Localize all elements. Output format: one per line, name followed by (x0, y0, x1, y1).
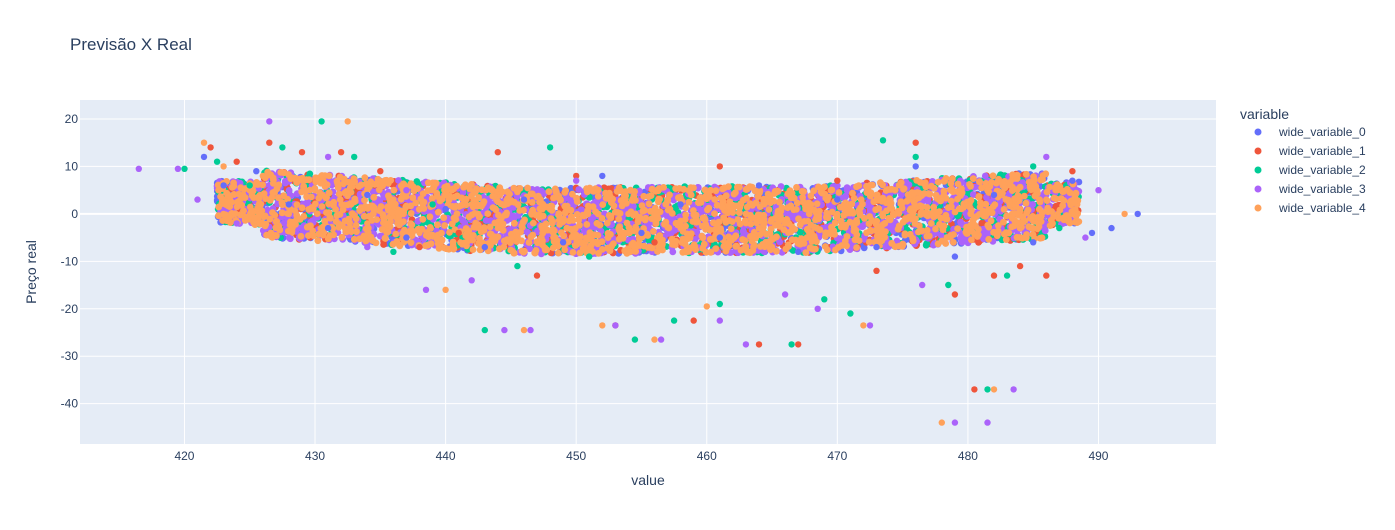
cloud-point (910, 237, 917, 244)
cloud-point (528, 190, 535, 197)
cloud-point (962, 236, 969, 243)
cloud-point (1044, 189, 1051, 196)
cloud-point (279, 209, 286, 216)
cloud-point (569, 191, 576, 198)
cloud-point (976, 193, 983, 200)
cloud-point (1032, 193, 1039, 200)
cloud-point (286, 187, 293, 194)
cloud-point (308, 194, 315, 201)
cloud-point (441, 222, 448, 229)
cloud-point (574, 198, 581, 205)
cloud-point (420, 205, 427, 212)
cloud-point (711, 210, 718, 217)
cloud-point (646, 200, 653, 207)
cloud-point (947, 232, 954, 239)
cloud-point (483, 217, 490, 224)
cloud-point (990, 172, 997, 179)
cloud-point (991, 201, 998, 208)
cloud-point (799, 194, 806, 201)
cloud-point (484, 210, 491, 217)
cloud-point (337, 174, 344, 181)
chart-title: Previsão X Real (70, 35, 192, 54)
cloud-point (793, 184, 800, 191)
cloud-point (373, 216, 380, 223)
cloud-point (984, 222, 991, 229)
cloud-point (561, 189, 568, 196)
cloud-point (838, 218, 845, 225)
cloud-point (970, 175, 977, 182)
cloud-point (599, 201, 606, 208)
plot-area (80, 100, 1216, 444)
cloud-point (892, 187, 899, 194)
cloud-point (824, 247, 831, 254)
cloud-point (728, 225, 735, 232)
cloud-point (273, 224, 280, 231)
cloud-point (844, 184, 851, 191)
cloud-point (353, 222, 360, 229)
cloud-point (1030, 176, 1037, 183)
cloud-point (794, 200, 801, 207)
cloud-point (935, 179, 942, 186)
cloud-point (1037, 199, 1044, 206)
cloud-point (466, 213, 473, 220)
cloud-point (948, 180, 955, 187)
cloud-point (791, 226, 798, 233)
cloud-point (530, 220, 537, 227)
cloud-point (599, 215, 606, 222)
cloud-point (939, 224, 946, 231)
cloud-point (1061, 197, 1068, 204)
cloud-point (339, 234, 346, 241)
cloud-point (583, 221, 590, 228)
cloud-point (419, 216, 426, 223)
cloud-point (957, 219, 964, 226)
cloud-point (319, 203, 326, 210)
cloud-point (391, 187, 398, 194)
cloud-point (361, 174, 368, 181)
cloud-point (575, 186, 582, 193)
cloud-point (766, 206, 773, 213)
cloud-point (549, 220, 556, 227)
cloud-point (751, 242, 758, 249)
cloud-point (795, 215, 802, 222)
cloud-point (351, 212, 358, 219)
cloud-point (378, 203, 385, 210)
cloud-point (985, 236, 992, 243)
cloud-point (454, 210, 461, 217)
cloud-point (323, 209, 330, 216)
cloud-point (686, 199, 693, 206)
cloud-point (976, 179, 983, 186)
cloud-point (440, 214, 447, 221)
cloud-point (889, 222, 896, 229)
cloud-point (520, 207, 527, 214)
cloud-point (615, 216, 622, 223)
cloud-point (859, 223, 866, 230)
cloud-point (814, 200, 821, 207)
cloud-point (913, 177, 920, 184)
cloud-point (493, 206, 500, 213)
